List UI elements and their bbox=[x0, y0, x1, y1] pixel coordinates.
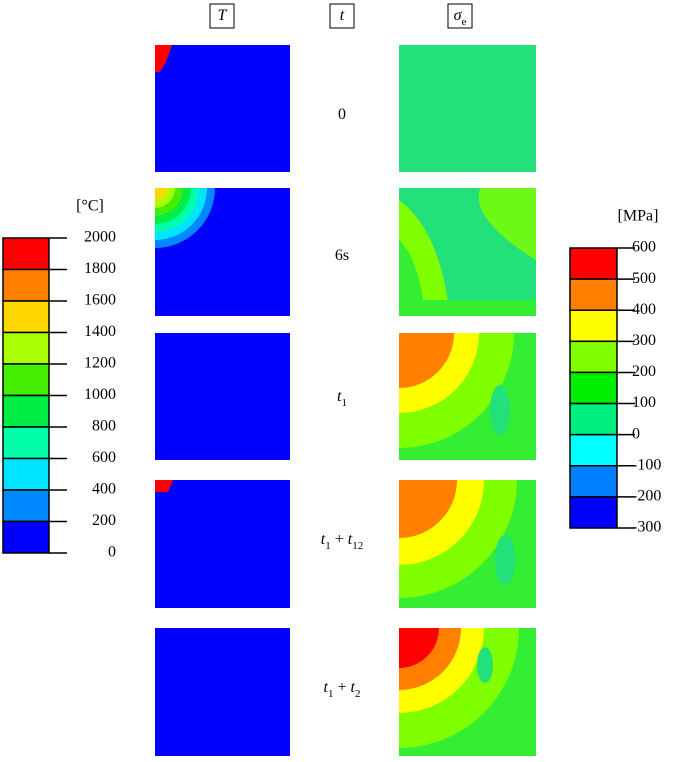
colorbar-band bbox=[2, 300, 50, 334]
colorbar-band bbox=[569, 465, 618, 498]
colorbar-tick-label: 1400 bbox=[84, 323, 116, 340]
time-label: 6s bbox=[335, 247, 349, 264]
time-label: t1 + t12 bbox=[321, 531, 363, 552]
subscript: 1 bbox=[341, 397, 347, 409]
subscript: 1 bbox=[325, 540, 331, 552]
colorbar-tick-label: 600 bbox=[92, 449, 116, 466]
colorbar-band bbox=[2, 394, 50, 428]
colorbar-tick-label: 0 bbox=[108, 544, 116, 561]
colorbar-tick-label: 400 bbox=[632, 301, 656, 318]
colorbar-tick-label: 500 bbox=[632, 270, 656, 287]
colorbar-tick-label: 400 bbox=[92, 481, 116, 498]
subscript: e bbox=[462, 16, 467, 28]
colorbar-band bbox=[2, 331, 50, 365]
header-symbol: t bbox=[340, 7, 345, 24]
label-part: + bbox=[331, 531, 348, 548]
column-header: t bbox=[340, 7, 345, 24]
colorbar-tick-label: -300 bbox=[632, 519, 661, 536]
label-part: t bbox=[348, 531, 353, 548]
colorbar-tick-label: 800 bbox=[92, 418, 116, 435]
colorbar-tick-label: 2000 bbox=[84, 229, 116, 246]
header-symbol: T bbox=[218, 7, 228, 24]
colorbar-band bbox=[2, 237, 50, 271]
label-part: 0 bbox=[338, 106, 346, 123]
colorbar-tick-label: -200 bbox=[632, 488, 661, 505]
colorbar-tick-label: 1200 bbox=[84, 355, 116, 372]
colorbar-band bbox=[2, 426, 50, 460]
time-label: t1 + t2 bbox=[324, 679, 361, 700]
colorbar-unit: [MPa] bbox=[618, 208, 659, 225]
colorbar-tick-label: -100 bbox=[632, 456, 661, 473]
colorbar-band bbox=[569, 309, 618, 343]
colorbar-tick-label: 200 bbox=[92, 512, 116, 529]
colorbar-band bbox=[2, 457, 50, 491]
temperature-panels bbox=[155, 45, 290, 756]
subscript: 12 bbox=[352, 540, 363, 552]
colorbar-tick-label: 1000 bbox=[84, 386, 116, 403]
colorbar-tick-label: 0 bbox=[632, 425, 640, 442]
label-part: t bbox=[351, 679, 356, 696]
label-part: 6s bbox=[335, 247, 349, 264]
subscript: 2 bbox=[355, 688, 361, 700]
colorbar-band bbox=[569, 433, 618, 467]
header-box bbox=[209, 3, 235, 29]
colorbar-band bbox=[569, 278, 618, 311]
colorbar-band bbox=[569, 247, 618, 280]
colorbar-tick-label: 1600 bbox=[84, 292, 116, 309]
time-label: t1 bbox=[337, 388, 347, 409]
colorbar-band bbox=[2, 520, 50, 554]
colorbar-band bbox=[569, 371, 618, 405]
header-box bbox=[447, 3, 473, 29]
colorbar-band bbox=[2, 268, 50, 302]
colorbar-unit: [°C] bbox=[76, 198, 104, 215]
colorbar-band bbox=[569, 496, 618, 529]
header-box bbox=[329, 3, 355, 29]
colorbar-tick-label: 200 bbox=[632, 363, 656, 380]
colorbar-tick-label: 600 bbox=[632, 239, 656, 256]
colorbar-band bbox=[2, 363, 50, 397]
subscript: 1 bbox=[328, 688, 334, 700]
colorbar-tick-label: 1800 bbox=[84, 260, 116, 277]
colorbar-tick-label: 100 bbox=[632, 394, 656, 411]
stress-panels bbox=[399, 45, 536, 756]
header-symbol: σ bbox=[454, 7, 463, 24]
time-label: 0 bbox=[338, 106, 346, 123]
colorbar-band bbox=[569, 402, 618, 436]
column-header: σe bbox=[454, 7, 467, 28]
label-part: t bbox=[324, 679, 329, 696]
label-part: + bbox=[333, 679, 350, 696]
colorbar-band bbox=[569, 340, 618, 374]
label-part: t bbox=[321, 531, 326, 548]
colorbar-band bbox=[2, 489, 50, 523]
column-header: T bbox=[218, 7, 228, 24]
colorbar-tick-label: 300 bbox=[632, 332, 656, 349]
label-part: t bbox=[337, 388, 342, 405]
